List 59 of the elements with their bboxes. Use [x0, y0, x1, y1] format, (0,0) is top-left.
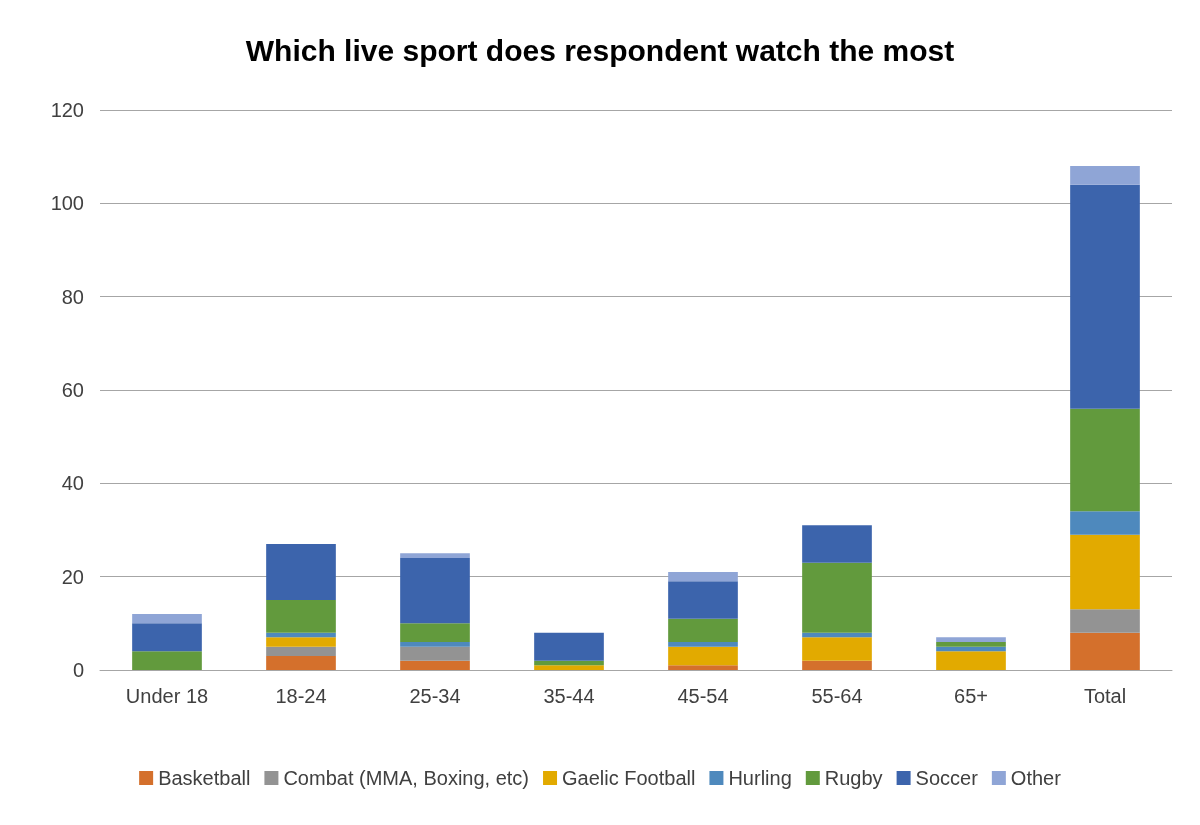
- bar: [668, 572, 738, 582]
- bar: [266, 544, 336, 600]
- x-tick-label: 35-44: [543, 685, 595, 707]
- bar: [132, 651, 202, 670]
- bar: [534, 632, 604, 661]
- bar: [400, 553, 470, 558]
- bar: [132, 614, 202, 624]
- bar: [802, 525, 872, 563]
- bar: [400, 642, 470, 647]
- y-tick-label: 80: [61, 285, 84, 308]
- x-tick-label: 55-64: [811, 685, 863, 707]
- bar: [936, 642, 1006, 647]
- bar: [266, 600, 336, 633]
- bar: [668, 581, 738, 619]
- y-tick-label: 20: [61, 565, 84, 588]
- legend-label: Soccer: [915, 767, 979, 789]
- bar: [1070, 184, 1140, 409]
- bar: [1070, 609, 1140, 633]
- bar: [266, 656, 336, 670]
- y-tick-label: 100: [50, 192, 84, 215]
- bar: [1070, 632, 1140, 670]
- bar: [400, 558, 470, 624]
- bar: [668, 618, 738, 642]
- bar: [1070, 166, 1140, 185]
- x-tick-label: 65+: [954, 685, 988, 707]
- bar: [1070, 511, 1140, 535]
- legend-label: Hurling: [728, 767, 792, 789]
- bar: [936, 651, 1006, 670]
- bar: [668, 665, 738, 670]
- legend-label: Other: [1010, 767, 1062, 789]
- bar: [400, 623, 470, 642]
- legend-label: Gaelic Football: [562, 767, 696, 789]
- legend-label: Basketball: [158, 767, 251, 789]
- bar: [1070, 534, 1140, 610]
- bar: [534, 665, 604, 670]
- bar: [936, 637, 1006, 642]
- chart-title: Which live sport does respondent watch the most: [245, 33, 955, 67]
- bar: [1070, 408, 1140, 512]
- bar: [668, 642, 738, 647]
- y-tick-label: 40: [61, 472, 84, 495]
- bar: [400, 646, 470, 661]
- x-tick-label: Under 18: [125, 685, 209, 707]
- bar: [802, 637, 872, 661]
- x-tick-label: 25-34: [409, 685, 461, 707]
- bar: [400, 660, 470, 670]
- x-tick-label: Total: [1083, 685, 1127, 707]
- y-tick-label: 0: [72, 659, 84, 681]
- bar: [266, 646, 336, 656]
- x-tick-label: 18-24: [275, 685, 327, 707]
- y-tick-label: 120: [50, 99, 84, 121]
- y-tick-label: 60: [61, 379, 84, 401]
- legend-label: Rugby: [824, 767, 883, 789]
- bar: [668, 646, 738, 666]
- bar: [802, 562, 872, 633]
- legend-label: Combat (MMA, Boxing, etc): [283, 767, 530, 789]
- x-tick-label: 45-54: [677, 685, 729, 707]
- bar: [802, 660, 872, 670]
- bar: [132, 623, 202, 652]
- bar: [266, 637, 336, 647]
